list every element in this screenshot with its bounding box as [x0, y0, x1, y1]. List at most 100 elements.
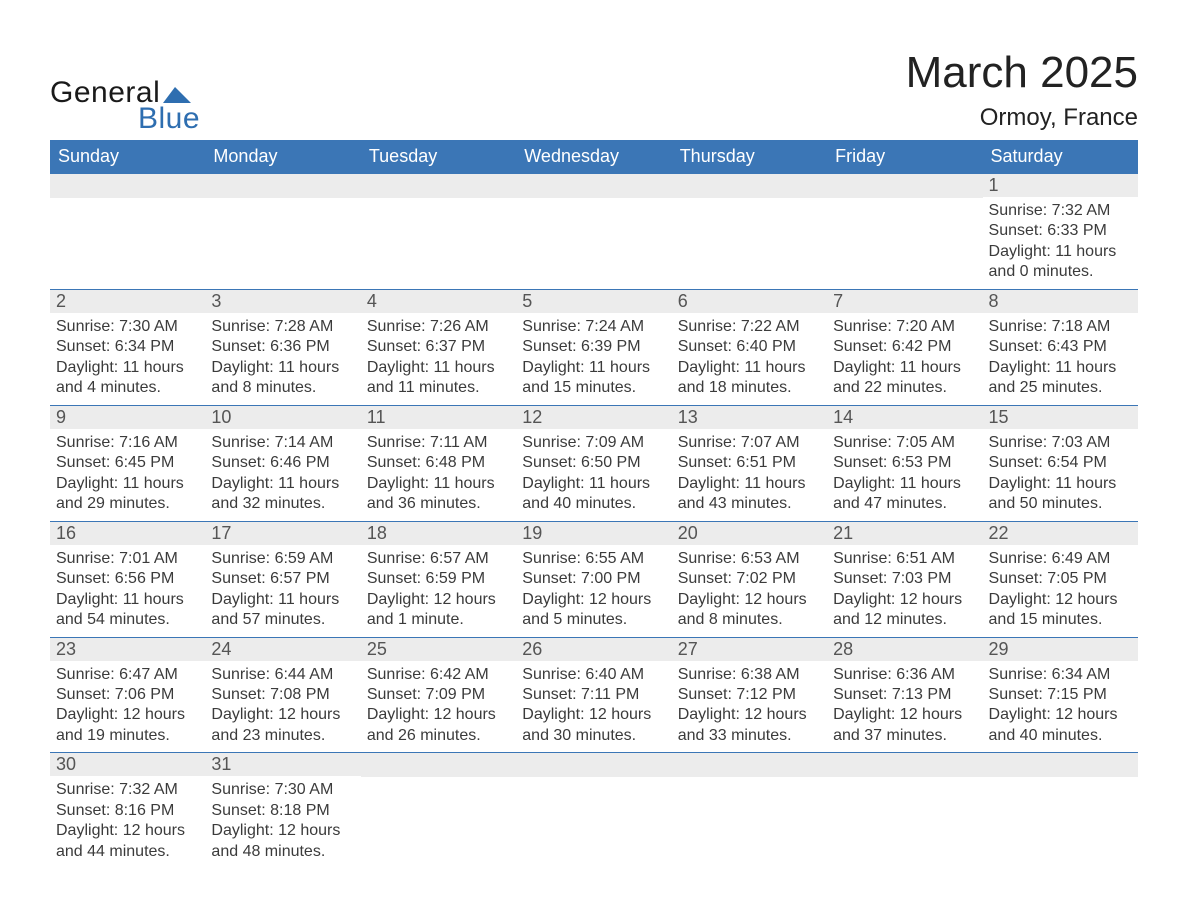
day-number: 14 — [827, 406, 982, 429]
calendar-body: 1Sunrise: 7:32 AMSunset: 6:33 PMDaylight… — [50, 174, 1138, 869]
sunrise-text: Sunrise: 6:36 AM — [833, 665, 976, 685]
calendar-cell: 16Sunrise: 7:01 AMSunset: 6:56 PMDayligh… — [50, 521, 205, 637]
calendar-cell: 5Sunrise: 7:24 AMSunset: 6:39 PMDaylight… — [516, 289, 671, 405]
sunrise-text: Sunrise: 6:38 AM — [678, 665, 821, 685]
day-info: Sunrise: 7:14 AMSunset: 6:46 PMDaylight:… — [205, 429, 360, 521]
location-label: Ormoy, France — [906, 104, 1138, 132]
calendar-cell: 24Sunrise: 6:44 AMSunset: 7:08 PMDayligh… — [205, 637, 360, 753]
day-number: 27 — [672, 638, 827, 661]
day-number: 8 — [983, 290, 1138, 313]
sunrise-text: Sunrise: 6:57 AM — [367, 549, 510, 569]
day-info: Sunrise: 6:47 AMSunset: 7:06 PMDaylight:… — [50, 661, 205, 753]
sunrise-text: Sunrise: 7:28 AM — [211, 317, 354, 337]
calendar-week-row: 1Sunrise: 7:32 AMSunset: 6:33 PMDaylight… — [50, 174, 1138, 290]
day-number: 19 — [516, 522, 671, 545]
sunrise-text: Sunrise: 7:09 AM — [522, 433, 665, 453]
weekday-header: Monday — [205, 140, 360, 174]
sunrise-text: Sunrise: 6:55 AM — [522, 549, 665, 569]
sunset-text: Sunset: 6:40 PM — [678, 337, 821, 357]
day-info: Sunrise: 7:32 AMSunset: 6:33 PMDaylight:… — [983, 197, 1138, 289]
calendar-table: SundayMondayTuesdayWednesdayThursdayFrid… — [50, 140, 1138, 868]
sunset-text: Sunset: 7:08 PM — [211, 685, 354, 705]
title-block: March 2025 Ormoy, France — [906, 48, 1138, 140]
daylight-text: Daylight: 11 hours and 18 minutes. — [678, 358, 821, 399]
logo-triangle-icon — [163, 77, 191, 111]
calendar-cell: 22Sunrise: 6:49 AMSunset: 7:05 PMDayligh… — [983, 521, 1138, 637]
sunset-text: Sunset: 7:06 PM — [56, 685, 199, 705]
day-info: Sunrise: 7:20 AMSunset: 6:42 PMDaylight:… — [827, 313, 982, 405]
sunrise-text: Sunrise: 7:16 AM — [56, 433, 199, 453]
sunset-text: Sunset: 6:42 PM — [833, 337, 976, 357]
calendar-cell: 17Sunrise: 6:59 AMSunset: 6:57 PMDayligh… — [205, 521, 360, 637]
sunset-text: Sunset: 8:16 PM — [56, 801, 199, 821]
day-number: 11 — [361, 406, 516, 429]
day-number: 24 — [205, 638, 360, 661]
calendar-cell: 29Sunrise: 6:34 AMSunset: 7:15 PMDayligh… — [983, 637, 1138, 753]
daylight-text: Daylight: 11 hours and 54 minutes. — [56, 590, 199, 631]
day-number: 1 — [983, 174, 1138, 197]
calendar-cell — [672, 174, 827, 290]
day-info: Sunrise: 7:03 AMSunset: 6:54 PMDaylight:… — [983, 429, 1138, 521]
calendar-cell: 18Sunrise: 6:57 AMSunset: 6:59 PMDayligh… — [361, 521, 516, 637]
sunrise-text: Sunrise: 7:01 AM — [56, 549, 199, 569]
calendar-cell: 26Sunrise: 6:40 AMSunset: 7:11 PMDayligh… — [516, 637, 671, 753]
day-number: 20 — [672, 522, 827, 545]
sunset-text: Sunset: 7:02 PM — [678, 569, 821, 589]
sunrise-text: Sunrise: 7:11 AM — [367, 433, 510, 453]
day-info: Sunrise: 6:34 AMSunset: 7:15 PMDaylight:… — [983, 661, 1138, 753]
sunset-text: Sunset: 6:59 PM — [367, 569, 510, 589]
day-number: 15 — [983, 406, 1138, 429]
sunset-text: Sunset: 6:33 PM — [989, 221, 1132, 241]
sunset-text: Sunset: 7:00 PM — [522, 569, 665, 589]
calendar-cell — [516, 174, 671, 290]
daylight-text: Daylight: 11 hours and 32 minutes. — [211, 474, 354, 515]
calendar-page: General Blue March 2025 Ormoy, France Su… — [0, 0, 1188, 908]
day-info: Sunrise: 6:38 AMSunset: 7:12 PMDaylight:… — [672, 661, 827, 753]
day-number: 26 — [516, 638, 671, 661]
calendar-week-row: 2Sunrise: 7:30 AMSunset: 6:34 PMDaylight… — [50, 289, 1138, 405]
sunrise-text: Sunrise: 6:34 AM — [989, 665, 1132, 685]
day-info: Sunrise: 7:32 AMSunset: 8:16 PMDaylight:… — [50, 776, 205, 868]
day-number: 25 — [361, 638, 516, 661]
sunrise-text: Sunrise: 7:32 AM — [989, 201, 1132, 221]
sunset-text: Sunset: 6:36 PM — [211, 337, 354, 357]
calendar-cell: 30Sunrise: 7:32 AMSunset: 8:16 PMDayligh… — [50, 753, 205, 868]
sunset-text: Sunset: 7:13 PM — [833, 685, 976, 705]
day-info: Sunrise: 7:28 AMSunset: 6:36 PMDaylight:… — [205, 313, 360, 405]
sunrise-text: Sunrise: 7:30 AM — [56, 317, 199, 337]
day-info: Sunrise: 7:26 AMSunset: 6:37 PMDaylight:… — [361, 313, 516, 405]
sunset-text: Sunset: 6:54 PM — [989, 453, 1132, 473]
calendar-cell: 9Sunrise: 7:16 AMSunset: 6:45 PMDaylight… — [50, 405, 205, 521]
day-number: 10 — [205, 406, 360, 429]
day-info: Sunrise: 7:16 AMSunset: 6:45 PMDaylight:… — [50, 429, 205, 521]
daylight-text: Daylight: 12 hours and 33 minutes. — [678, 705, 821, 746]
calendar-week-row: 9Sunrise: 7:16 AMSunset: 6:45 PMDaylight… — [50, 405, 1138, 521]
sunrise-text: Sunrise: 6:49 AM — [989, 549, 1132, 569]
calendar-cell — [827, 753, 982, 868]
daylight-text: Daylight: 11 hours and 36 minutes. — [367, 474, 510, 515]
day-number: 23 — [50, 638, 205, 661]
sunset-text: Sunset: 6:46 PM — [211, 453, 354, 473]
sunset-text: Sunset: 6:45 PM — [56, 453, 199, 473]
sunset-text: Sunset: 7:05 PM — [989, 569, 1132, 589]
daylight-text: Daylight: 12 hours and 44 minutes. — [56, 821, 199, 862]
sunrise-text: Sunrise: 7:03 AM — [989, 433, 1132, 453]
daylight-text: Daylight: 12 hours and 26 minutes. — [367, 705, 510, 746]
sunset-text: Sunset: 7:03 PM — [833, 569, 976, 589]
weekday-header: Thursday — [672, 140, 827, 174]
daylight-text: Daylight: 11 hours and 43 minutes. — [678, 474, 821, 515]
weekday-header: Sunday — [50, 140, 205, 174]
day-info: Sunrise: 7:09 AMSunset: 6:50 PMDaylight:… — [516, 429, 671, 521]
day-info: Sunrise: 7:18 AMSunset: 6:43 PMDaylight:… — [983, 313, 1138, 405]
day-number: 5 — [516, 290, 671, 313]
sunset-text: Sunset: 6:34 PM — [56, 337, 199, 357]
calendar-cell: 8Sunrise: 7:18 AMSunset: 6:43 PMDaylight… — [983, 289, 1138, 405]
sunrise-text: Sunrise: 7:20 AM — [833, 317, 976, 337]
calendar-cell: 4Sunrise: 7:26 AMSunset: 6:37 PMDaylight… — [361, 289, 516, 405]
day-number: 9 — [50, 406, 205, 429]
day-number: 4 — [361, 290, 516, 313]
daylight-text: Daylight: 11 hours and 15 minutes. — [522, 358, 665, 399]
sunrise-text: Sunrise: 7:05 AM — [833, 433, 976, 453]
day-info: Sunrise: 6:59 AMSunset: 6:57 PMDaylight:… — [205, 545, 360, 637]
calendar-cell: 21Sunrise: 6:51 AMSunset: 7:03 PMDayligh… — [827, 521, 982, 637]
